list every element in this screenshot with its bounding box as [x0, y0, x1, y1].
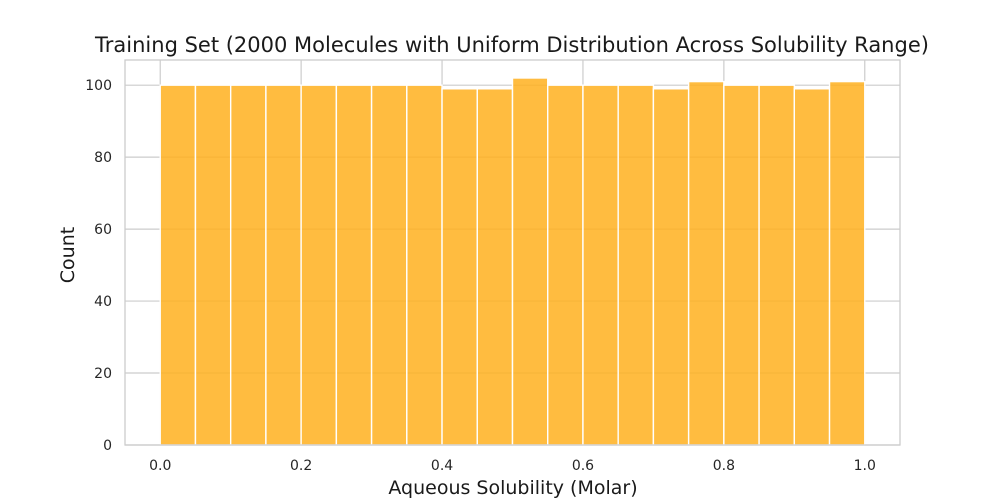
x-tick-label: 0.6	[572, 458, 594, 474]
y-tick-labels: 0 20 40 60 80 100	[85, 78, 112, 454]
histogram-bar	[159, 84, 197, 446]
histogram-bar	[793, 88, 831, 446]
histogram-bar	[547, 84, 584, 446]
histogram-bar	[406, 84, 443, 446]
histogram-bar	[758, 84, 796, 446]
x-tick-label: 0.4	[431, 458, 453, 474]
histogram-bar	[511, 77, 549, 446]
y-tick-label: 20	[94, 366, 112, 382]
histogram-bar	[723, 84, 760, 446]
histogram-bar	[582, 84, 619, 446]
histogram-bar	[687, 80, 725, 446]
histogram-bar	[828, 80, 866, 446]
x-tick-labels: 0.0 0.2 0.4 0.6 0.8 1.0	[149, 458, 876, 474]
y-tick-label: 40	[94, 294, 112, 310]
x-tick-label: 1.0	[854, 458, 876, 474]
x-axis-label: Aqueous Solubility (Molar)	[388, 477, 637, 499]
y-tick-label: 80	[94, 150, 112, 166]
y-tick-label: 60	[94, 222, 112, 238]
x-tick-label: 0.2	[290, 458, 312, 474]
y-axis-label: Count	[57, 227, 79, 283]
chart-title: Training Set (2000 Molecules with Unifor…	[94, 33, 929, 57]
histogram-bar	[617, 84, 655, 446]
y-tick-label: 0	[103, 438, 112, 454]
histogram-bars	[159, 77, 866, 446]
histogram-bar	[652, 88, 690, 446]
histogram-bar	[476, 88, 514, 446]
histogram-bar	[370, 84, 408, 446]
y-tick-label: 100	[85, 78, 112, 94]
x-tick-label: 0.0	[149, 458, 171, 474]
histogram-bar	[265, 84, 302, 446]
plot-frame	[124, 59, 901, 446]
histogram-bar	[335, 84, 373, 446]
histogram-bar	[194, 84, 232, 446]
histogram-bar	[229, 84, 267, 446]
x-tick-label: 0.8	[713, 458, 735, 474]
histogram-bar	[300, 84, 338, 446]
histogram-bar	[441, 88, 478, 446]
